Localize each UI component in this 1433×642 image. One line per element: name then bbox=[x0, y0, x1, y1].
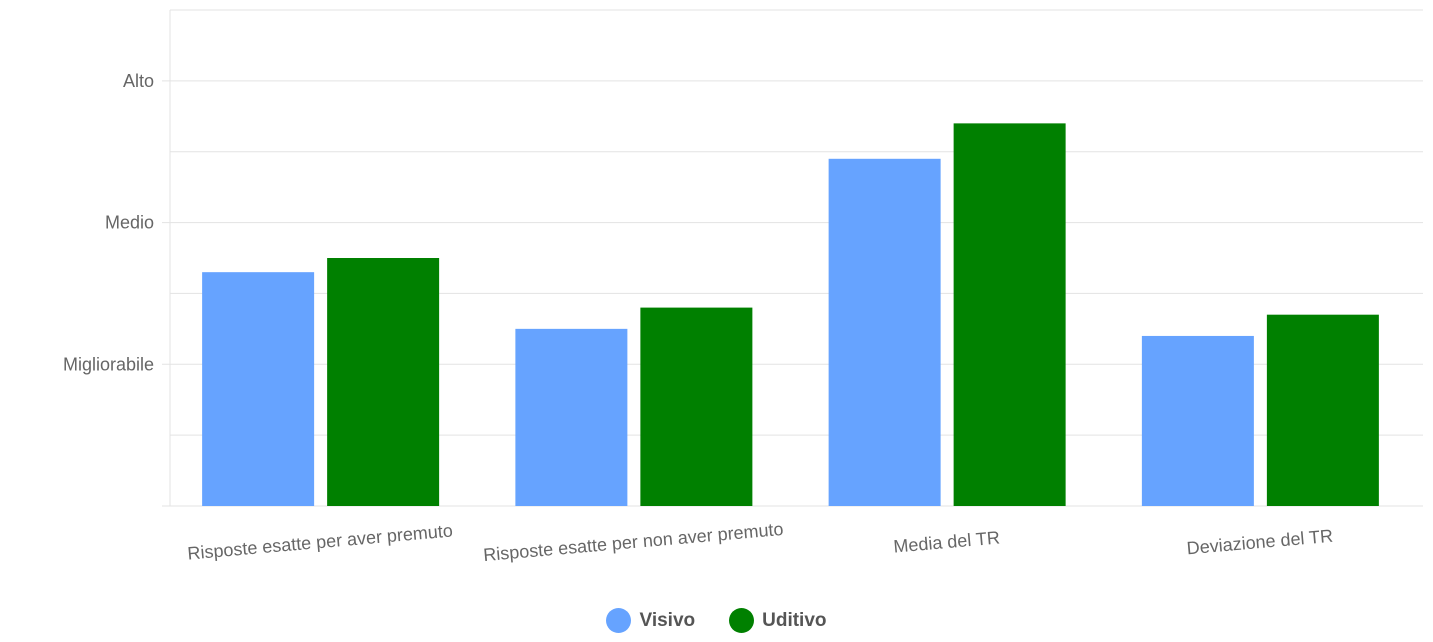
x-category-label: Risposte esatte per non aver premuto bbox=[482, 519, 784, 565]
bar-visivo-2 bbox=[828, 158, 941, 507]
x-category-label: Risposte esatte per aver premuto bbox=[187, 520, 454, 563]
bar-visivo-0 bbox=[202, 272, 315, 506]
chart-plot: Migliorabile Medio Alto Risposte esatte per… bbox=[63, 9, 1423, 565]
bar-uditivo-0 bbox=[327, 258, 440, 506]
bar-visivo-3 bbox=[1141, 335, 1254, 506]
x-category-label: Deviazione del TR bbox=[1186, 526, 1334, 559]
legend-swatch bbox=[606, 608, 632, 633]
bar-uditivo-2 bbox=[953, 123, 1066, 506]
legend-item-visivo[interactable]: Visivo bbox=[606, 608, 695, 633]
legend: Visivo Uditivo bbox=[0, 608, 1433, 633]
y-tick-label: Migliorabile bbox=[63, 354, 154, 374]
y-tick-label: Medio bbox=[105, 213, 154, 233]
legend-label: Visivo bbox=[639, 609, 696, 631]
bar-visivo-1 bbox=[515, 328, 628, 506]
bar-uditivo-3 bbox=[1266, 314, 1379, 506]
y-tick-label: Alto bbox=[123, 71, 154, 91]
x-category-label: Media del TR bbox=[893, 527, 1001, 556]
legend-label: Uditivo bbox=[762, 609, 827, 631]
legend-item-uditivo[interactable]: Uditivo bbox=[729, 608, 827, 633]
bar-uditivo-1 bbox=[640, 307, 753, 506]
legend-swatch bbox=[729, 608, 755, 633]
